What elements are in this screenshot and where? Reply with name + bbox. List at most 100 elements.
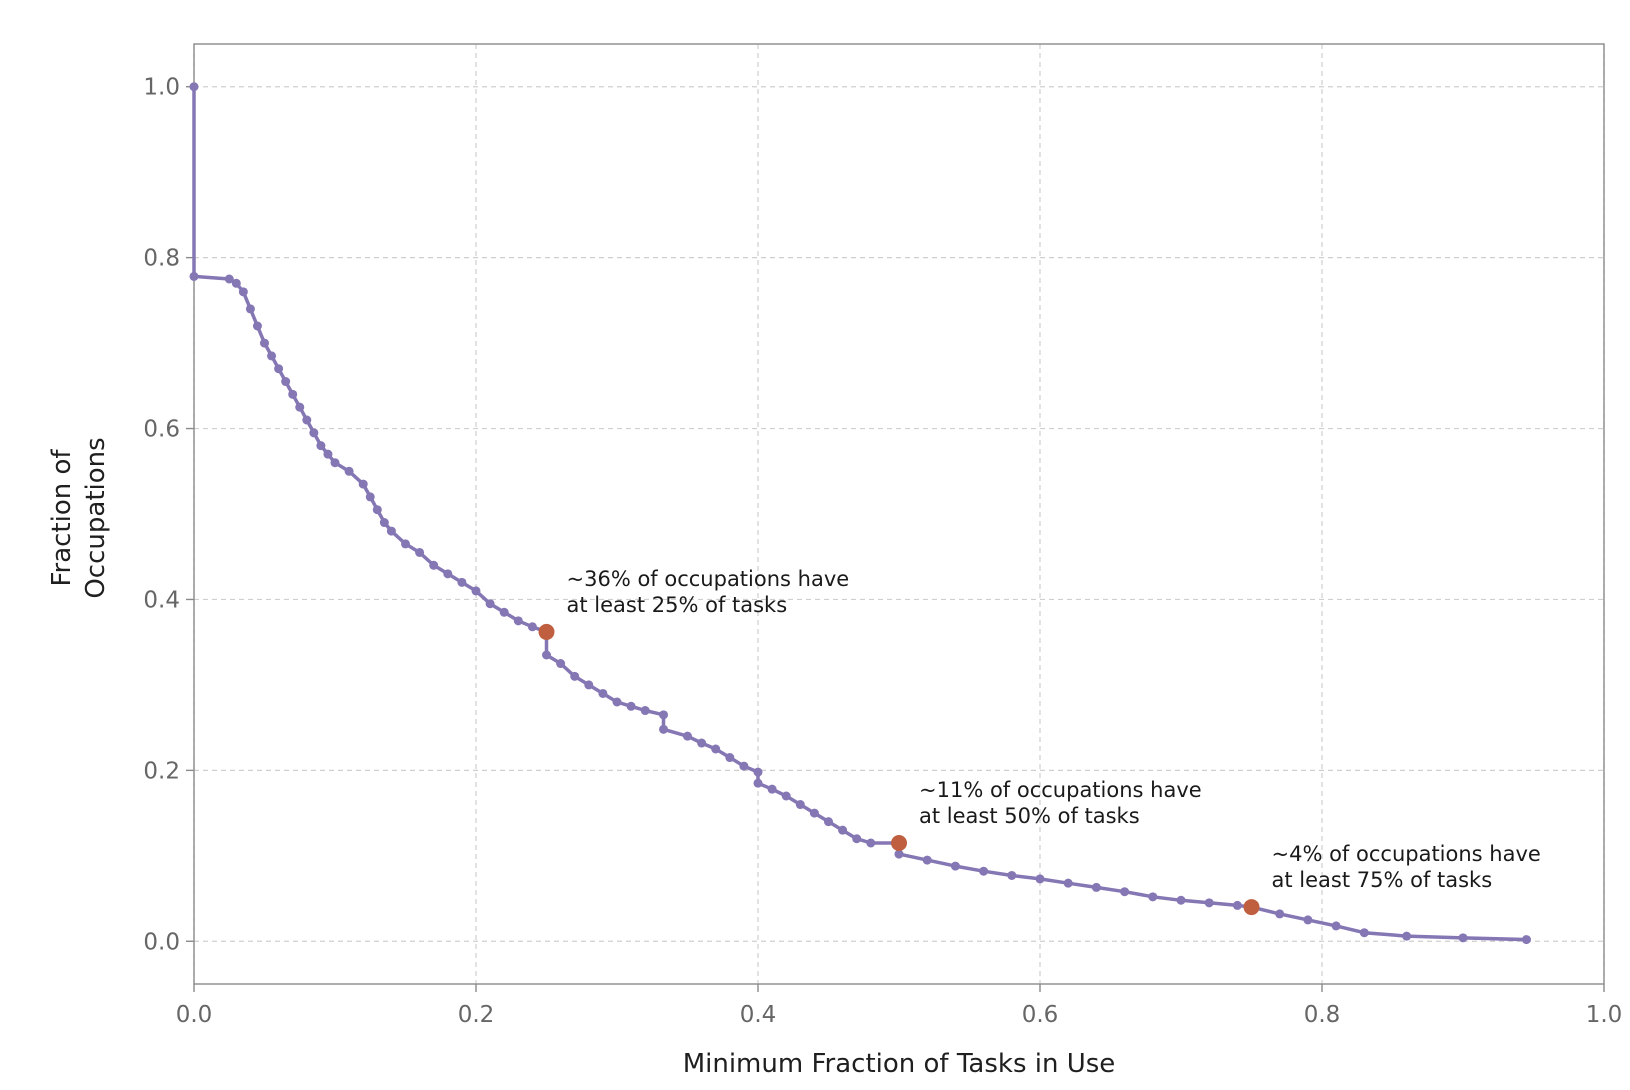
- data-point: [809, 808, 819, 818]
- data-point: [1521, 935, 1531, 945]
- data-point: [781, 791, 791, 801]
- data-point: [767, 784, 777, 794]
- data-point: [1007, 870, 1017, 880]
- data-point: [556, 659, 566, 669]
- data-point: [260, 338, 269, 348]
- y-tick-label: 0.4: [143, 587, 180, 613]
- annotation-text: ~4% of occupations have: [1272, 842, 1541, 866]
- data-point: [1204, 898, 1214, 908]
- data-point: [697, 738, 707, 748]
- data-point: [1091, 882, 1101, 892]
- series-line: [192, 84, 1529, 942]
- x-tick-label: 0.6: [1022, 1002, 1059, 1028]
- data-point: [1176, 895, 1186, 905]
- data-point: [372, 505, 382, 515]
- y-tick-label: 1.0: [143, 75, 180, 101]
- data-point: [288, 389, 298, 399]
- data-point: [570, 671, 580, 681]
- data-point: [1402, 931, 1412, 941]
- y-axis-title: Fraction of Occupations: [47, 437, 111, 598]
- data-point: [302, 415, 312, 425]
- data-point: [330, 458, 340, 468]
- y-tick-label: 0.8: [143, 246, 180, 272]
- data-point: [224, 274, 234, 284]
- data-point: [711, 744, 721, 754]
- data-point: [386, 526, 396, 536]
- data-point: [457, 577, 467, 587]
- data-point: [252, 321, 262, 331]
- data-point: [753, 767, 763, 777]
- data-point: [429, 560, 439, 570]
- data-point: [281, 377, 291, 387]
- highlight-marker: [1243, 899, 1260, 916]
- y-axis-title-line-2: Occupations: [81, 437, 111, 598]
- x-tick-label: 0.4: [740, 1002, 777, 1028]
- annotation-text: at least 50% of tasks: [919, 804, 1140, 828]
- data-point: [753, 778, 763, 788]
- y-tick-label: 0.0: [143, 929, 180, 955]
- data-point: [1359, 928, 1369, 938]
- data-point: [443, 569, 453, 579]
- data-point: [979, 866, 989, 876]
- data-point: [415, 547, 425, 557]
- highlight-marker: [891, 835, 907, 851]
- data-point: [852, 834, 862, 844]
- data-point: [1303, 915, 1313, 925]
- data-point: [612, 697, 622, 707]
- data-point: [323, 449, 333, 459]
- data-point: [379, 518, 389, 528]
- data-point: [316, 441, 326, 451]
- data-point: [231, 278, 241, 288]
- data-point: [626, 701, 636, 711]
- data-point: [739, 761, 749, 771]
- data-point: [309, 428, 319, 438]
- annotation-text: ~36% of occupations have: [567, 567, 850, 591]
- data-point: [245, 304, 255, 314]
- data-point: [189, 271, 199, 281]
- data-point: [1331, 921, 1341, 931]
- data-point: [838, 825, 848, 835]
- x-tick-label: 1.0: [1586, 1002, 1623, 1028]
- data-point: [725, 753, 735, 763]
- data-point: [527, 622, 537, 632]
- data-point: [1035, 874, 1045, 884]
- data-point: [274, 364, 284, 374]
- y-tick-label: 0.6: [143, 417, 180, 443]
- annotation-text: ~11% of occupations have: [919, 778, 1202, 802]
- data-point: [267, 351, 277, 361]
- data-point: [1120, 887, 1130, 897]
- data-point: [542, 650, 551, 660]
- data-point: [894, 849, 904, 859]
- data-point: [471, 586, 481, 596]
- data-point: [1063, 878, 1073, 888]
- data-point: [485, 599, 495, 609]
- data-point: [295, 402, 305, 412]
- data-point: [1458, 933, 1468, 943]
- data-point: [922, 855, 932, 865]
- series-layer: [189, 82, 1531, 945]
- y-axis-title-line-1: Fraction of: [47, 449, 77, 587]
- data-point: [1232, 900, 1242, 910]
- data-point: [683, 731, 692, 741]
- data-point: [238, 287, 248, 297]
- data-point: [1275, 909, 1285, 919]
- data-point: [344, 466, 354, 476]
- data-point: [358, 479, 368, 489]
- y-tick-label: 0.2: [143, 758, 180, 784]
- data-point: [659, 710, 669, 720]
- annotation-text: at least 25% of tasks: [567, 593, 788, 617]
- x-tick-label: 0.0: [176, 1002, 213, 1028]
- data-point: [640, 706, 650, 716]
- highlight-marker: [538, 623, 555, 640]
- data-point: [365, 492, 375, 502]
- data-point: [795, 800, 805, 810]
- data-point: [866, 838, 876, 848]
- x-axis-title: Minimum Fraction of Tasks in Use: [683, 1049, 1116, 1079]
- data-point: [1148, 892, 1158, 902]
- x-tick-label: 0.8: [1304, 1002, 1341, 1028]
- annotation-text: at least 75% of tasks: [1272, 868, 1493, 892]
- data-point: [499, 607, 509, 617]
- data-point: [189, 82, 199, 92]
